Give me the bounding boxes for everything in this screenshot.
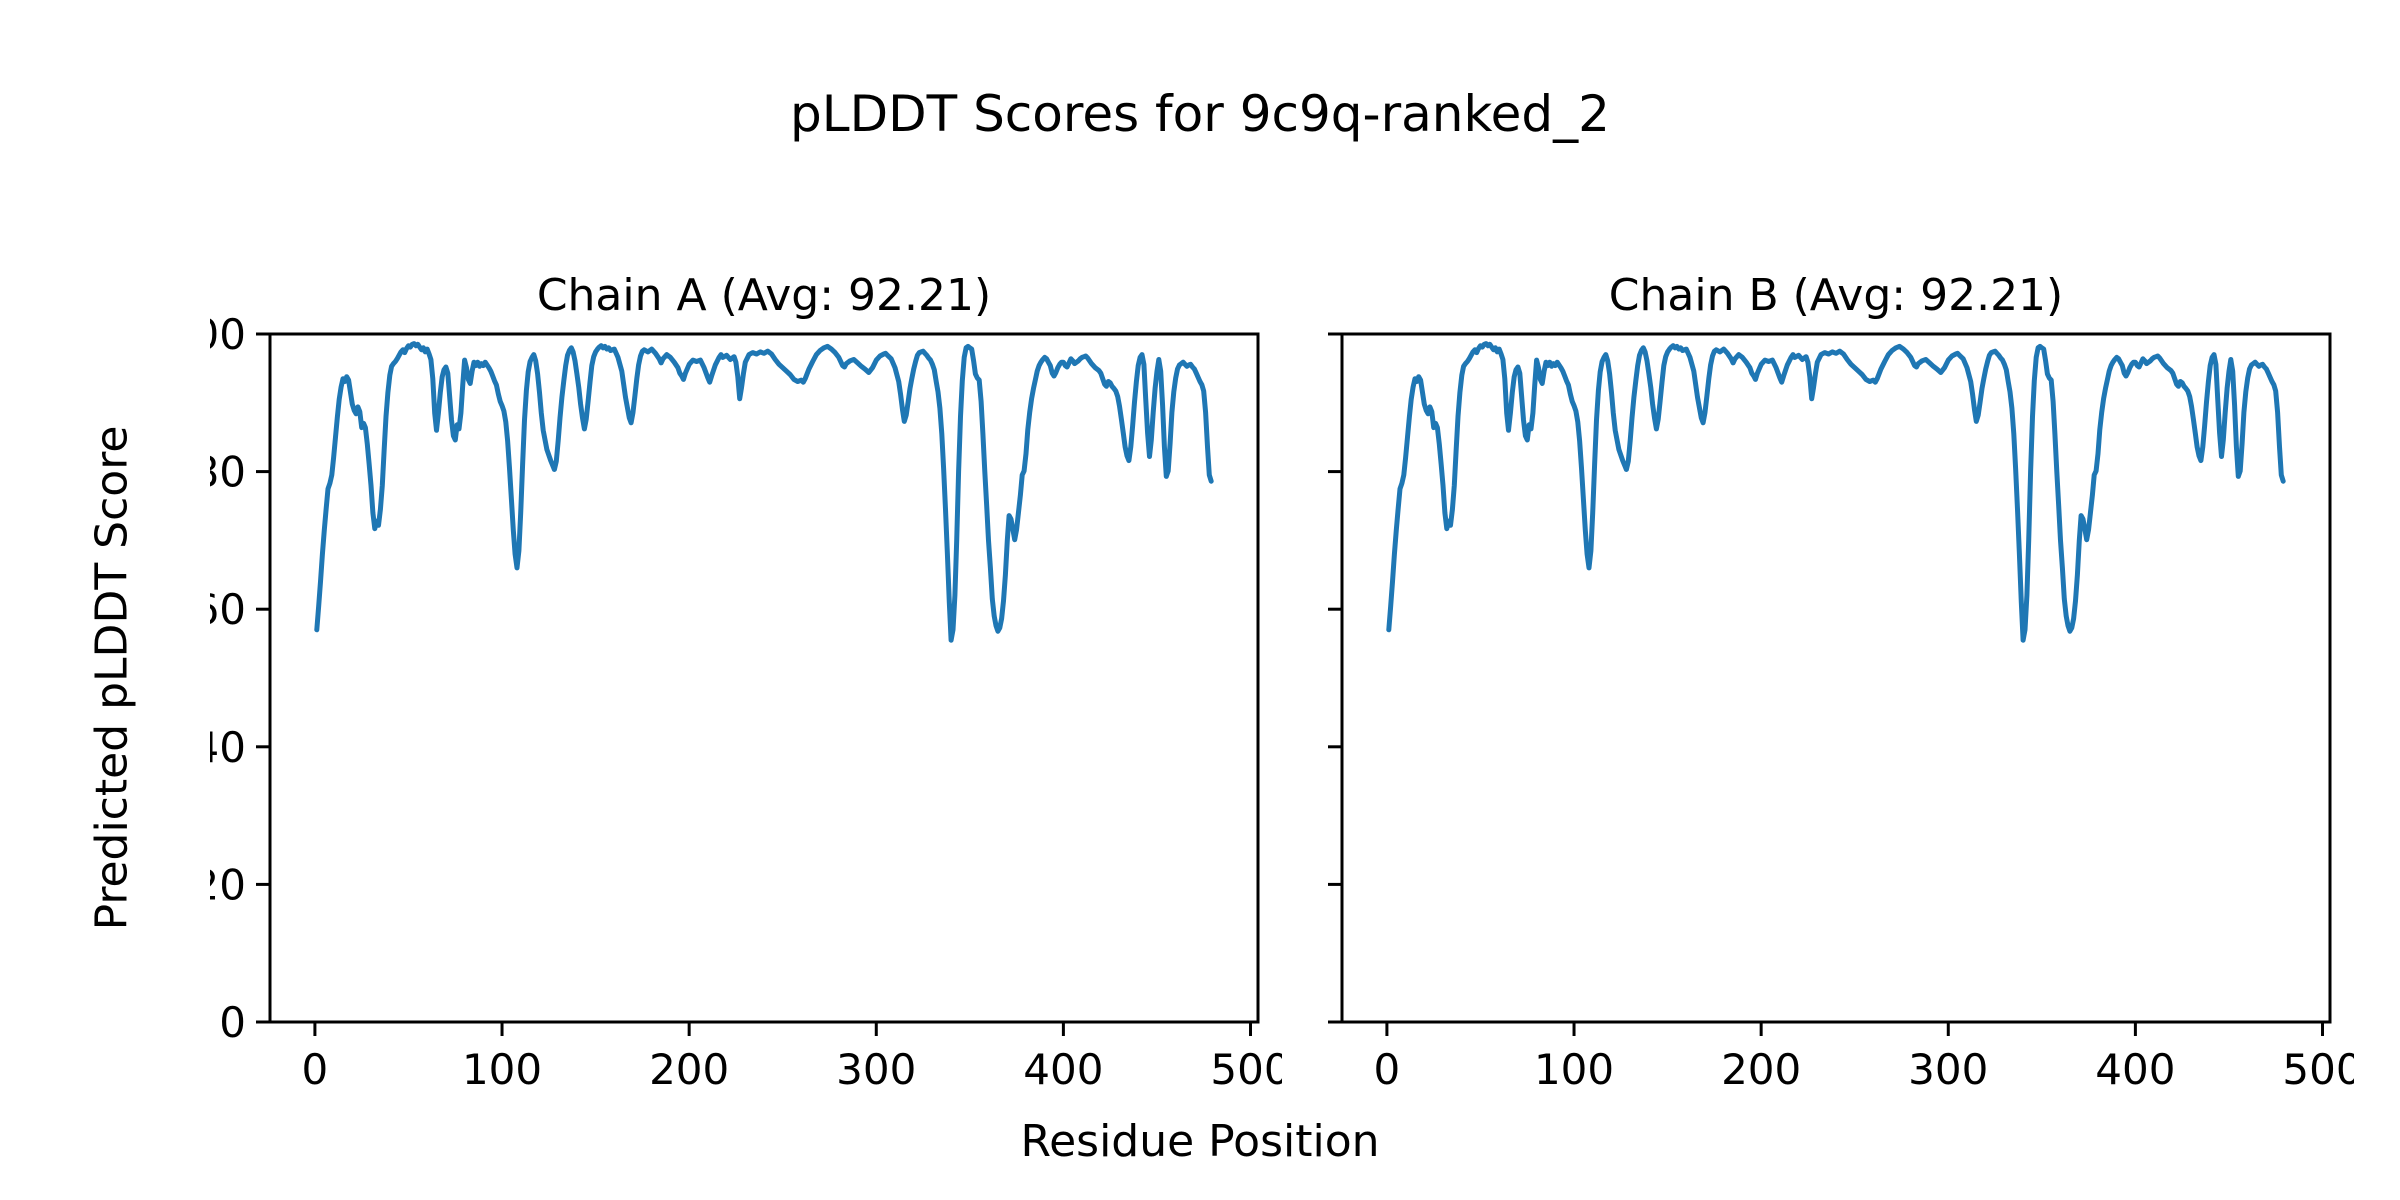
x-tick-label: 0 xyxy=(1374,1045,1401,1094)
y-tick-label: 100 xyxy=(210,314,246,359)
y-tick-label: 60 xyxy=(210,585,246,634)
y-axis-label: Predicted pLDDT Score xyxy=(86,425,138,931)
axes-chain-b: 0 100 200 300 400 500 xyxy=(1282,314,2363,1118)
y-tick-label: 80 xyxy=(210,448,246,497)
axes-frame xyxy=(1340,332,2332,1024)
figure-title: pLDDT Scores for 9c9q-ranked_2 xyxy=(790,85,1610,143)
x-axis-label: Residue Position xyxy=(1020,1116,1380,1167)
x-tick-label: 100 xyxy=(462,1045,542,1094)
plddt-line-chain-b xyxy=(1386,341,2286,643)
x-tick-label: 200 xyxy=(1721,1045,1801,1094)
x-tick-label: 200 xyxy=(649,1045,729,1094)
x-tick-label: 400 xyxy=(2095,1045,2175,1094)
x-tick-label: 300 xyxy=(1908,1045,1988,1094)
x-tick-label: 0 xyxy=(302,1045,329,1094)
subplot-title-chain-b: Chain B (Avg: 92.21) xyxy=(1608,270,2064,321)
axes-frame xyxy=(268,332,1260,1024)
subplot-chain-a: 0 100 200 300 400 500 0 20 40 60 80 100 xyxy=(166,310,1291,1094)
y-tick-label: 20 xyxy=(210,860,246,909)
plddt-line-chain-a xyxy=(314,341,1214,643)
subplot-chain-b: 0 100 200 300 400 500 xyxy=(1328,332,2363,1094)
x-tick-label: 100 xyxy=(1534,1045,1614,1094)
x-tick-label: 500 xyxy=(2282,1045,2354,1094)
x-tick-label: 400 xyxy=(1023,1045,1103,1094)
y-tick-label: 40 xyxy=(210,723,246,772)
subplot-title-chain-a: Chain A (Avg: 92.21) xyxy=(536,270,992,321)
axes-chain-a: 0 100 200 300 400 500 0 20 40 60 80 100 xyxy=(166,310,1291,1118)
x-tick-label: 300 xyxy=(836,1045,916,1094)
y-tick-label: 0 xyxy=(219,998,246,1047)
x-tick-label: 500 xyxy=(1210,1045,1282,1094)
